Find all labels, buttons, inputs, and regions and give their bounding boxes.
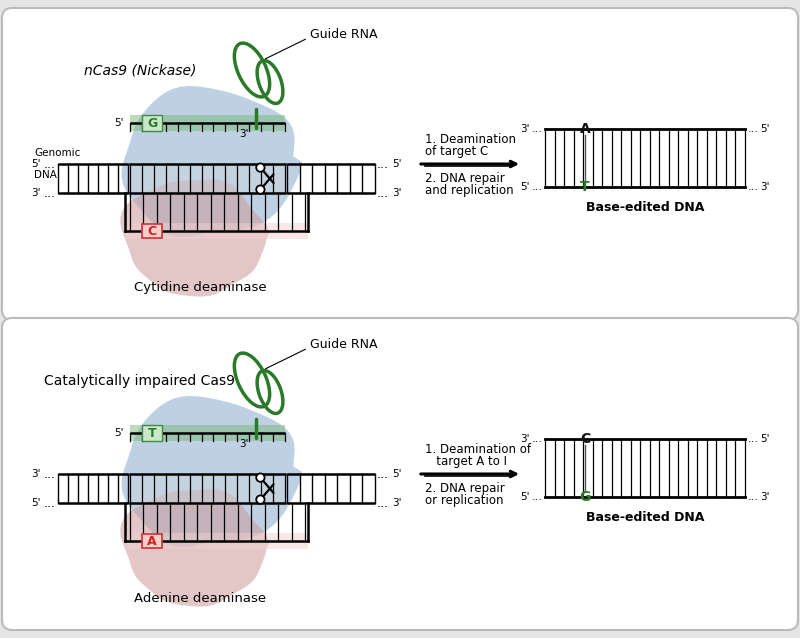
Bar bbox=[125, 533, 308, 549]
Text: G: G bbox=[579, 491, 590, 505]
FancyBboxPatch shape bbox=[2, 318, 798, 630]
Text: A: A bbox=[147, 535, 157, 547]
Text: ...: ... bbox=[747, 182, 758, 193]
Circle shape bbox=[256, 163, 265, 172]
Text: 5': 5' bbox=[392, 469, 402, 479]
Text: 3': 3' bbox=[520, 124, 530, 134]
Bar bbox=[142, 534, 162, 548]
Text: Guide RNA: Guide RNA bbox=[310, 27, 378, 40]
Text: and replication: and replication bbox=[425, 184, 514, 197]
Text: ...: ... bbox=[44, 187, 56, 200]
Text: 1. Deamination of: 1. Deamination of bbox=[425, 443, 531, 456]
Text: of target C: of target C bbox=[425, 145, 488, 158]
Bar bbox=[130, 164, 285, 193]
Text: 5': 5' bbox=[760, 434, 770, 444]
Text: 5': 5' bbox=[520, 182, 530, 193]
Text: 5': 5' bbox=[520, 493, 530, 502]
Text: C: C bbox=[147, 225, 157, 238]
Text: ...: ... bbox=[377, 187, 389, 200]
Text: 3': 3' bbox=[239, 129, 249, 139]
Text: ...: ... bbox=[44, 497, 56, 510]
Text: C: C bbox=[580, 432, 590, 446]
Text: G: G bbox=[147, 117, 157, 130]
Text: Adenine deaminase: Adenine deaminase bbox=[134, 591, 266, 604]
Polygon shape bbox=[122, 86, 302, 237]
Text: ...: ... bbox=[44, 158, 56, 170]
Text: T: T bbox=[148, 427, 156, 440]
Text: Catalytically impaired Cas9: Catalytically impaired Cas9 bbox=[45, 374, 235, 387]
Text: 3': 3' bbox=[760, 493, 770, 502]
Text: 3': 3' bbox=[520, 434, 530, 444]
Text: ...: ... bbox=[377, 497, 389, 510]
Bar bbox=[142, 425, 162, 441]
Text: ...: ... bbox=[44, 468, 56, 480]
Text: ...: ... bbox=[747, 124, 758, 134]
Text: 5': 5' bbox=[114, 428, 124, 438]
Text: 3': 3' bbox=[760, 182, 770, 193]
Text: ...: ... bbox=[747, 434, 758, 444]
Text: 5': 5' bbox=[114, 118, 124, 128]
Text: target A to I: target A to I bbox=[425, 455, 507, 468]
Text: Base-edited DNA: Base-edited DNA bbox=[586, 201, 704, 214]
Text: or replication: or replication bbox=[425, 494, 503, 507]
Bar bbox=[142, 115, 162, 131]
Text: ...: ... bbox=[531, 124, 542, 134]
Bar bbox=[130, 115, 285, 131]
Text: 3': 3' bbox=[392, 188, 402, 198]
Text: A: A bbox=[580, 122, 590, 136]
Text: Cytidine deaminase: Cytidine deaminase bbox=[134, 281, 266, 295]
Text: Genomic: Genomic bbox=[34, 148, 80, 158]
Text: 5': 5' bbox=[760, 124, 770, 134]
Circle shape bbox=[256, 473, 265, 482]
Text: T: T bbox=[580, 181, 590, 195]
Polygon shape bbox=[122, 396, 302, 547]
Text: 3': 3' bbox=[31, 469, 41, 479]
Text: ...: ... bbox=[531, 493, 542, 502]
Polygon shape bbox=[120, 179, 270, 297]
Text: nCas9 (Nickase): nCas9 (Nickase) bbox=[84, 64, 196, 78]
Text: Base-edited DNA: Base-edited DNA bbox=[586, 511, 704, 524]
Bar bbox=[125, 223, 308, 239]
Text: Guide RNA: Guide RNA bbox=[310, 338, 378, 350]
Text: 5': 5' bbox=[392, 159, 402, 169]
FancyBboxPatch shape bbox=[2, 8, 798, 320]
Circle shape bbox=[256, 496, 265, 504]
Text: ...: ... bbox=[377, 468, 389, 480]
Text: ...: ... bbox=[377, 158, 389, 170]
Text: DNA: DNA bbox=[34, 170, 57, 180]
Bar bbox=[130, 474, 285, 503]
Text: 2. DNA repair: 2. DNA repair bbox=[425, 172, 505, 185]
Text: 5': 5' bbox=[31, 159, 41, 169]
Bar bbox=[142, 224, 162, 238]
Text: 3': 3' bbox=[31, 188, 41, 198]
Text: ...: ... bbox=[747, 493, 758, 502]
Text: ...: ... bbox=[531, 434, 542, 444]
Text: 1. Deamination: 1. Deamination bbox=[425, 133, 516, 146]
Text: 3': 3' bbox=[239, 439, 249, 449]
Text: ...: ... bbox=[531, 182, 542, 193]
Circle shape bbox=[256, 186, 265, 194]
Text: 3': 3' bbox=[392, 498, 402, 508]
Text: 2. DNA repair: 2. DNA repair bbox=[425, 482, 505, 495]
Polygon shape bbox=[120, 489, 270, 607]
Bar bbox=[130, 425, 285, 441]
Text: 5': 5' bbox=[31, 498, 41, 508]
